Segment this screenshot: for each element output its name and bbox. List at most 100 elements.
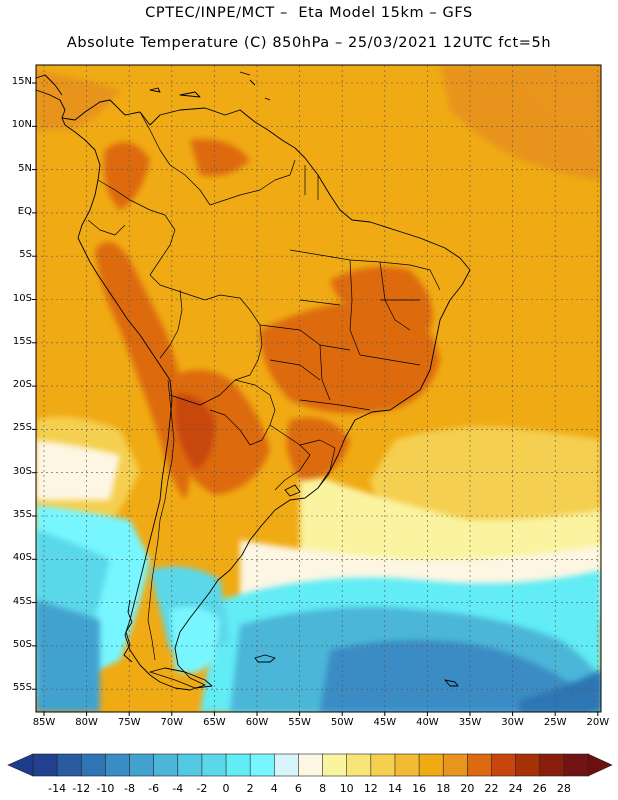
colorbar-label: -4 <box>172 782 184 795</box>
colorbar-label: -8 <box>124 782 135 795</box>
colorbar-swatch <box>394 753 420 777</box>
field-sw-cream <box>36 440 120 500</box>
border-argentina-brazil-uruguay <box>269 424 336 491</box>
colorbar-swatch <box>274 753 300 777</box>
border-ecuador-peru <box>87 219 126 236</box>
colorbar-label: 24 <box>508 782 523 795</box>
colorbar-label: 22 <box>484 782 499 795</box>
border-bolivia-paraguay-argentina <box>169 379 236 406</box>
colorbar-label: 20 <box>460 782 475 795</box>
latitude-label: 5N <box>18 162 32 174</box>
central-america-coast <box>35 74 66 119</box>
border-peru-bolivia <box>159 289 183 359</box>
falkland-islands <box>254 654 276 663</box>
colorbar-swatch <box>153 753 179 777</box>
field-ne-warm2 <box>520 71 601 140</box>
latitude-label: 10N <box>11 119 32 131</box>
colorbar-swatch <box>80 753 107 777</box>
longitude-label: 55W <box>288 717 311 728</box>
country-borders <box>87 111 441 661</box>
colorbar-swatch <box>491 753 517 777</box>
latitude-label: 25S <box>12 422 32 434</box>
field-chaco-hotter <box>175 394 215 470</box>
colorbar-label: 2 <box>246 782 254 795</box>
longitude-label: 45W <box>373 717 397 728</box>
longitude-label: 40W <box>416 717 439 728</box>
border-venezuela-brazil <box>209 174 291 206</box>
colorbar-swatch <box>298 753 324 777</box>
colorbar-label: 26 <box>532 782 547 795</box>
title-line-2: Absolute Temperature (C) 850hPa – 25/03/… <box>66 35 552 51</box>
latitude-label: 35S <box>12 509 32 520</box>
colorbar-label: 16 <box>412 782 427 795</box>
field-brazil-hot2 <box>330 266 433 330</box>
colorbar-label: 18 <box>436 782 451 795</box>
colorbar-label: 0 <box>222 782 230 795</box>
colorbar-label: -2 <box>196 782 208 795</box>
colorbar-high-arrow <box>587 753 613 777</box>
colorbar-label: 10 <box>339 782 354 795</box>
latitude-label: 20S <box>12 379 32 391</box>
latitude-label: 15N <box>11 76 32 87</box>
latitude-label: EQ <box>17 205 32 217</box>
longitude-label: 75W <box>117 717 141 728</box>
latitude-label: 15S <box>12 335 32 347</box>
colorbar-swatch <box>32 753 58 777</box>
colorbar-label: 6 <box>294 782 302 795</box>
field-sw-deepblue <box>36 600 100 712</box>
colorbar-label: 4 <box>270 782 278 795</box>
border-colombia-ecuador-peru <box>97 179 176 246</box>
field-south-brazil-hot <box>286 417 350 480</box>
border-chile-argentina <box>147 379 175 661</box>
colorbar-swatch <box>129 753 155 777</box>
latitude-label: 45S <box>12 595 32 607</box>
lagoa-dos-patos <box>284 484 301 497</box>
colorbar-label: 12 <box>363 782 378 795</box>
latitude-label: 50S <box>12 638 32 650</box>
longitude-label: 85W <box>32 717 56 728</box>
latitude-label: 10S <box>12 292 32 304</box>
colorbar-swatch <box>322 753 348 777</box>
border-colombia-venezuela <box>139 111 211 206</box>
colorbar-swatch <box>225 753 251 777</box>
colorbar <box>7 753 613 777</box>
colorbar-swatch <box>539 753 565 777</box>
south-america-coast <box>61 99 471 691</box>
latitude-label: 55S <box>12 682 32 694</box>
colorbar-swatch <box>249 753 276 777</box>
colorbar-low-arrow <box>7 753 34 777</box>
colorbar-swatch <box>105 753 131 777</box>
latitude-label: 40S <box>12 552 32 564</box>
border-guianas <box>289 159 319 200</box>
plot-frame <box>35 64 602 713</box>
south-georgia <box>444 679 459 687</box>
field-brazil-hot <box>260 300 440 414</box>
caribbean-islands <box>149 71 271 101</box>
longitude-label: 20W <box>586 717 610 728</box>
longitude-label: 80W <box>75 717 98 728</box>
colorbar-label: -6 <box>148 782 160 795</box>
field-s-deepblue <box>320 640 590 712</box>
field-patagonia-cyan <box>170 606 220 674</box>
graticule <box>36 65 601 712</box>
longitude-label: 65W <box>203 717 226 728</box>
field-pacific-warm <box>36 70 120 130</box>
tierra-del-fuego <box>149 667 213 689</box>
longitude-label: 50W <box>330 717 354 728</box>
longitude-label: 60W <box>245 717 269 728</box>
colorbar-swatch <box>418 753 445 777</box>
axis-ticks <box>32 82 599 716</box>
colorbar-swatch <box>346 753 372 777</box>
colorbar-swatch <box>442 753 469 777</box>
colorbar-label: 8 <box>319 782 327 795</box>
temperature-field <box>36 65 601 712</box>
brazil-state-borders <box>259 249 441 411</box>
colorbar-swatch <box>177 753 203 777</box>
colorbar-label: 14 <box>387 782 402 795</box>
longitude-label: 30W <box>501 717 524 728</box>
border-paraguay <box>209 379 276 446</box>
field-venezuela-hot <box>190 139 250 176</box>
latitude-label: 5S <box>19 249 32 261</box>
longitude-label: 35W <box>458 717 482 728</box>
